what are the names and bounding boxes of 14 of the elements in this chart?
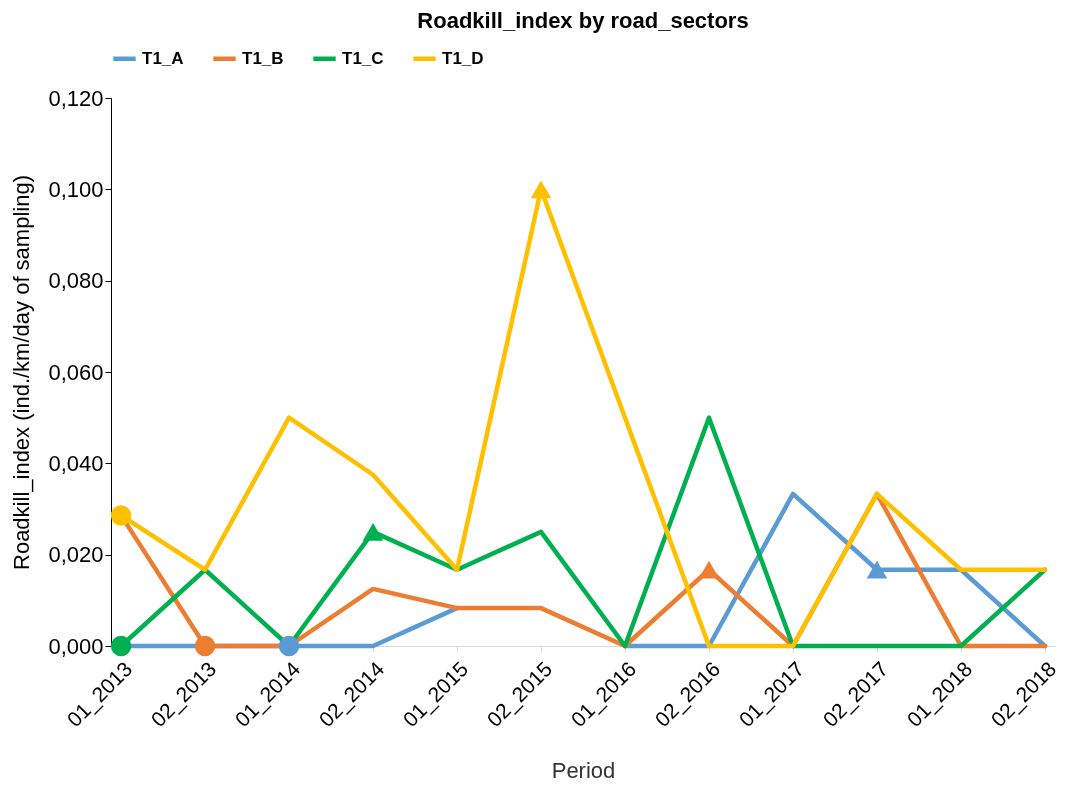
y-tick-label: 0,000 bbox=[48, 633, 104, 659]
legend-label: T1_D bbox=[442, 48, 484, 68]
y-tick-label: 0,120 bbox=[48, 85, 104, 111]
y-tick-label: 0,080 bbox=[48, 268, 104, 294]
x-axis-title: Period bbox=[551, 758, 616, 784]
y-tick-label: 0,100 bbox=[48, 176, 104, 202]
legend-label: T1_B bbox=[242, 48, 284, 68]
y-axis-title: Roadkill_index (ind./km/day of sampling) bbox=[9, 175, 35, 570]
chart-title: Roadkill_index by road_sectors bbox=[417, 8, 749, 33]
y-tick-label: 0,020 bbox=[48, 542, 104, 568]
legend-label: T1_C bbox=[342, 48, 384, 68]
legend-label: T1_A bbox=[142, 48, 184, 68]
y-tick-label: 0,060 bbox=[48, 359, 104, 385]
y-tick-label: 0,040 bbox=[48, 450, 104, 476]
